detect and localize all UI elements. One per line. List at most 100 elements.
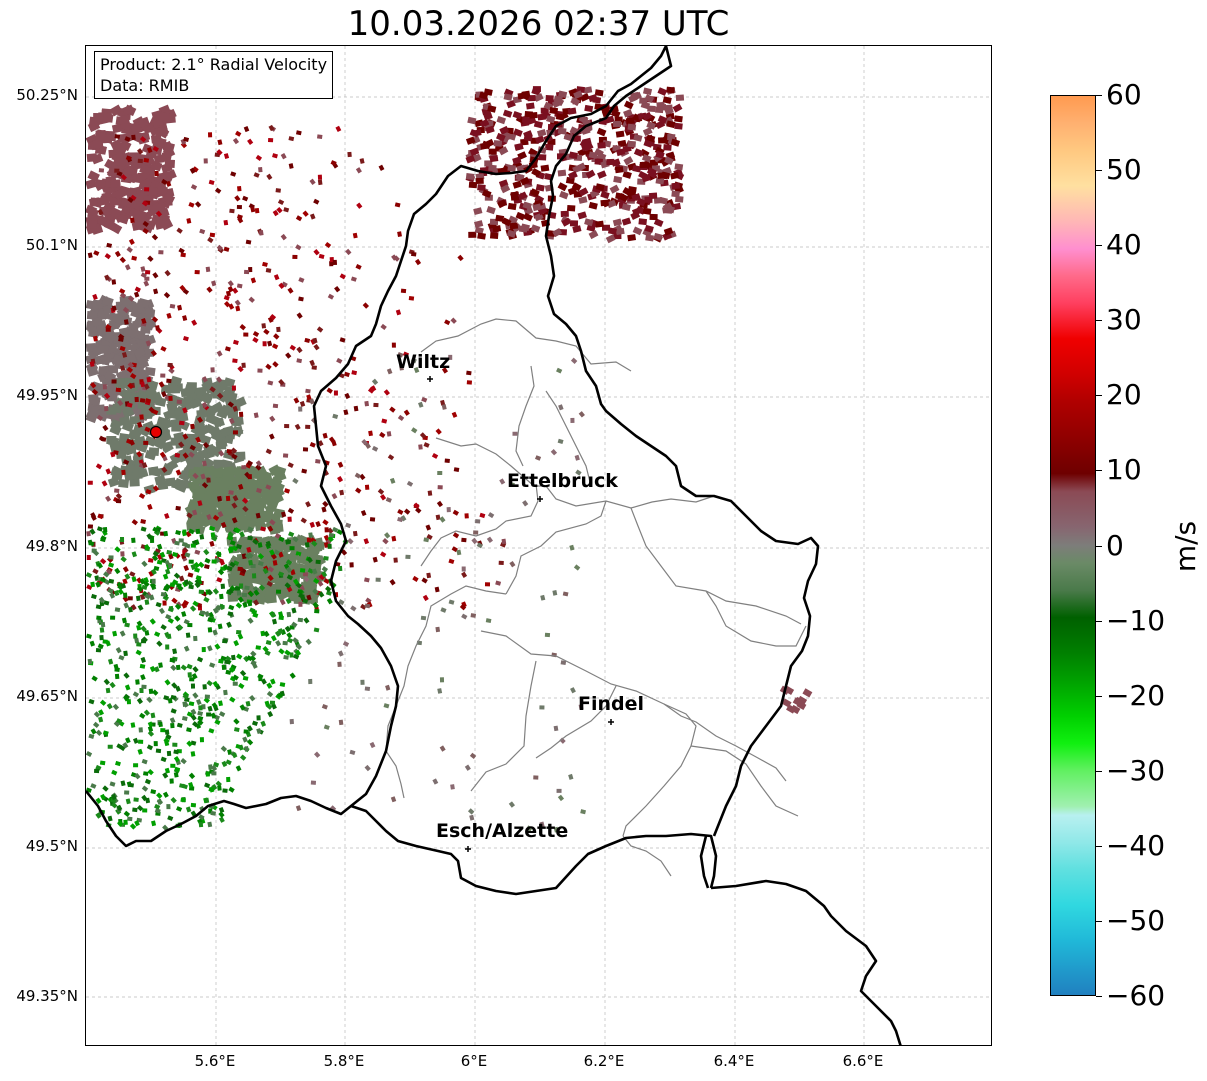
echo-pixel xyxy=(331,440,337,447)
echo-pixel xyxy=(113,663,119,670)
echo-pixel xyxy=(109,424,122,436)
echo-pixel xyxy=(166,633,172,640)
lon-label: 5.6°E xyxy=(194,1052,236,1070)
echo-pixel xyxy=(89,640,96,647)
echo-pixel xyxy=(658,196,668,205)
echo-pixel xyxy=(315,559,321,565)
echo-pixel xyxy=(313,198,320,205)
echo-pixel xyxy=(298,406,303,412)
echo-pixel xyxy=(389,477,396,484)
echo-pixel xyxy=(267,380,274,386)
echo-pixel xyxy=(116,743,123,750)
echo-pixel xyxy=(315,521,321,528)
echo-pixel xyxy=(148,688,154,695)
echo-pixel xyxy=(155,748,162,754)
echo-pixel xyxy=(160,728,166,733)
lat-label: 50.1°N xyxy=(25,236,78,254)
echo-pixel xyxy=(200,392,213,405)
echo-pixel xyxy=(257,673,264,680)
echo-pixel xyxy=(596,127,607,137)
echo-pixel xyxy=(594,89,604,97)
echo-pixel xyxy=(207,617,214,623)
echo-pixel xyxy=(100,436,107,442)
echo-pixel xyxy=(265,268,272,273)
echo-pixel xyxy=(136,421,143,428)
echo-pixel xyxy=(292,637,299,644)
echo-pixel xyxy=(453,467,460,473)
echo-pixel xyxy=(280,511,287,518)
echo-pixel xyxy=(166,312,172,319)
echo-pixel xyxy=(310,780,317,785)
echo-pixel xyxy=(100,793,106,801)
echo-pixel xyxy=(618,192,629,202)
echo-pixel xyxy=(639,97,648,104)
echo-pixel xyxy=(289,718,294,725)
echo-pixel xyxy=(133,291,140,298)
echo-pixel xyxy=(145,318,156,328)
echo-pixel xyxy=(533,120,544,129)
echo-pixel xyxy=(557,127,567,135)
echo-pixel xyxy=(124,353,137,365)
echo-pixel xyxy=(182,407,188,414)
echo-pixel xyxy=(292,536,299,543)
echo-pixel xyxy=(91,548,97,553)
echo-pixel xyxy=(567,186,578,196)
echo-pixel xyxy=(612,218,623,227)
echo-pixel xyxy=(176,806,183,812)
echo-pixel xyxy=(532,86,541,93)
echo-pixel xyxy=(203,158,208,164)
echo-pixel xyxy=(351,370,358,376)
echo-pixel xyxy=(204,564,210,570)
echo-pixel xyxy=(229,696,236,703)
echo-pixel xyxy=(289,344,296,351)
echo-pixel xyxy=(154,666,160,673)
map-panel[interactable] xyxy=(85,45,992,1046)
echo-pixel xyxy=(202,501,216,514)
echo-pixel xyxy=(223,689,228,696)
echo-pixel xyxy=(274,630,282,637)
echo-pixel xyxy=(133,346,146,359)
echo-pixel xyxy=(239,754,247,761)
echo-pixel xyxy=(197,516,210,528)
echo-pixel xyxy=(123,810,131,817)
echo-pixel xyxy=(93,250,100,256)
echo-pixel xyxy=(204,557,211,564)
echo-pixel xyxy=(186,218,192,224)
echo-pixel xyxy=(241,465,247,470)
echo-pixel xyxy=(210,532,216,538)
radar-map[interactable] xyxy=(86,46,992,1046)
echo-pixel xyxy=(207,705,213,712)
echo-pixel xyxy=(152,550,160,557)
echo-pixel xyxy=(152,145,159,152)
echo-pixel xyxy=(666,120,676,129)
canton-border xyxy=(535,685,617,759)
echo-pixel xyxy=(185,632,191,638)
echo-pixel xyxy=(262,341,267,347)
echo-pixel xyxy=(174,540,180,546)
colorbar-tick xyxy=(1096,996,1102,997)
echo-pixel xyxy=(99,577,107,583)
echo-pixel xyxy=(492,225,502,233)
echo-pixel xyxy=(665,205,676,214)
echo-pixel xyxy=(356,202,363,209)
echo-pixel xyxy=(188,781,194,788)
echo-pixel xyxy=(97,513,104,520)
echo-pixel xyxy=(182,693,189,700)
country-borders xyxy=(86,46,902,1045)
echo-pixel xyxy=(584,104,594,113)
echo-pixel xyxy=(658,137,667,144)
echo-pixel xyxy=(188,451,195,458)
echo-pixel xyxy=(86,366,99,377)
echo-pixel xyxy=(265,640,272,646)
city-label-findel: Findel xyxy=(578,693,645,715)
echo-pixel xyxy=(288,136,295,142)
echo-pixel xyxy=(187,623,193,628)
echo-pixel xyxy=(256,715,261,721)
echo-pixel xyxy=(124,790,130,795)
echo-pixel xyxy=(214,187,222,194)
echo-pixel xyxy=(461,566,466,572)
echo-pixel xyxy=(293,397,300,404)
echo-pixel xyxy=(475,177,484,185)
lat-label: 49.35°N xyxy=(16,987,78,1005)
echo-pixel xyxy=(169,717,176,724)
